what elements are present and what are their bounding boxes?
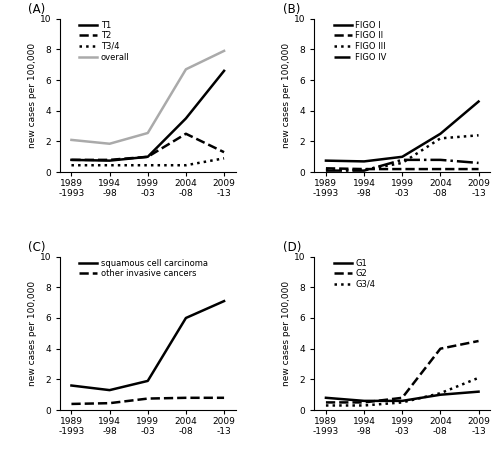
- T1: [145, 154, 151, 159]
- squamous cell carcinoma: [145, 378, 151, 384]
- Legend: FIGO I, FIGO II, FIGO III, FIGO IV: FIGO I, FIGO II, FIGO III, FIGO IV: [332, 20, 388, 62]
- T3/4: [145, 163, 151, 168]
- Line: T2: T2: [72, 134, 224, 160]
- T3/4: [68, 163, 74, 168]
- Text: (B): (B): [283, 3, 300, 15]
- FIGO I: [438, 131, 444, 137]
- FIGO I: [476, 99, 482, 104]
- Y-axis label: new cases per 100,000: new cases per 100,000: [28, 281, 36, 386]
- FIGO I: [399, 154, 405, 159]
- other invasive cancers: [145, 396, 151, 401]
- FIGO IV: [399, 157, 405, 163]
- G2: [323, 400, 329, 405]
- T1: [106, 158, 112, 164]
- Legend: G1, G2, G3/4: G1, G2, G3/4: [332, 258, 376, 290]
- FIGO IV: [323, 168, 329, 173]
- G2: [476, 338, 482, 344]
- FIGO II: [399, 166, 405, 172]
- G3/4: [476, 375, 482, 381]
- overall: [106, 141, 112, 146]
- T3/4: [106, 163, 112, 168]
- T3/4: [221, 156, 227, 161]
- Y-axis label: new cases per 100,000: new cases per 100,000: [282, 43, 291, 148]
- Text: (D): (D): [283, 240, 302, 254]
- other invasive cancers: [106, 400, 112, 406]
- overall: [68, 137, 74, 143]
- G1: [361, 398, 367, 404]
- G1: [476, 389, 482, 394]
- squamous cell carcinoma: [221, 298, 227, 304]
- squamous cell carcinoma: [106, 387, 112, 393]
- FIGO IV: [361, 168, 367, 173]
- G2: [361, 400, 367, 405]
- T2: [221, 150, 227, 155]
- G3/4: [399, 400, 405, 405]
- overall: [221, 48, 227, 54]
- FIGO II: [438, 166, 444, 172]
- Line: G1: G1: [326, 391, 478, 401]
- Line: FIGO II: FIGO II: [326, 168, 478, 169]
- G3/4: [438, 391, 444, 396]
- G2: [438, 346, 444, 351]
- FIGO I: [323, 158, 329, 164]
- Line: T1: T1: [72, 71, 224, 161]
- FIGO II: [476, 166, 482, 172]
- Line: FIGO IV: FIGO IV: [326, 160, 478, 171]
- G3/4: [361, 403, 367, 408]
- other invasive cancers: [221, 395, 227, 401]
- FIGO III: [476, 132, 482, 138]
- T2: [183, 131, 189, 137]
- FIGO IV: [438, 157, 444, 163]
- T2: [68, 157, 74, 163]
- other invasive cancers: [183, 395, 189, 401]
- FIGO III: [361, 167, 367, 172]
- Y-axis label: new cases per 100,000: new cases per 100,000: [28, 43, 36, 148]
- squamous cell carcinoma: [68, 383, 74, 388]
- FIGO III: [323, 167, 329, 172]
- overall: [183, 67, 189, 72]
- FIGO II: [361, 166, 367, 172]
- other invasive cancers: [68, 401, 74, 407]
- Y-axis label: new cases per 100,000: new cases per 100,000: [282, 281, 291, 386]
- Legend: T1, T2, T3/4, overall: T1, T2, T3/4, overall: [78, 20, 130, 62]
- T1: [221, 68, 227, 74]
- T3/4: [183, 163, 189, 168]
- squamous cell carcinoma: [183, 315, 189, 321]
- G2: [399, 395, 405, 401]
- FIGO IV: [476, 160, 482, 166]
- Line: G3/4: G3/4: [326, 378, 478, 405]
- T2: [145, 154, 151, 159]
- G1: [438, 392, 444, 397]
- Line: G2: G2: [326, 341, 478, 403]
- G1: [399, 398, 405, 404]
- Line: squamous cell carcinoma: squamous cell carcinoma: [72, 301, 224, 390]
- Line: T3/4: T3/4: [72, 158, 224, 165]
- Legend: squamous cell carcinoma, other invasive cancers: squamous cell carcinoma, other invasive …: [78, 258, 208, 279]
- FIGO III: [438, 136, 444, 141]
- Text: (C): (C): [28, 240, 46, 254]
- FIGO II: [323, 165, 329, 171]
- FIGO III: [399, 160, 405, 166]
- Line: FIGO I: FIGO I: [326, 102, 478, 161]
- Line: FIGO III: FIGO III: [326, 135, 478, 170]
- G3/4: [323, 403, 329, 408]
- T2: [106, 157, 112, 163]
- G1: [323, 395, 329, 401]
- T1: [68, 157, 74, 163]
- T1: [183, 116, 189, 121]
- Line: other invasive cancers: other invasive cancers: [72, 398, 224, 404]
- Text: (A): (A): [28, 3, 46, 15]
- Line: overall: overall: [72, 51, 224, 144]
- overall: [145, 130, 151, 136]
- FIGO I: [361, 158, 367, 164]
